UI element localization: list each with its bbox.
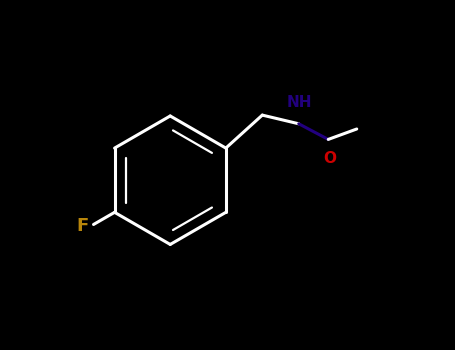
Text: F: F — [76, 217, 88, 235]
Text: O: O — [323, 150, 336, 166]
Text: NH: NH — [287, 95, 312, 110]
